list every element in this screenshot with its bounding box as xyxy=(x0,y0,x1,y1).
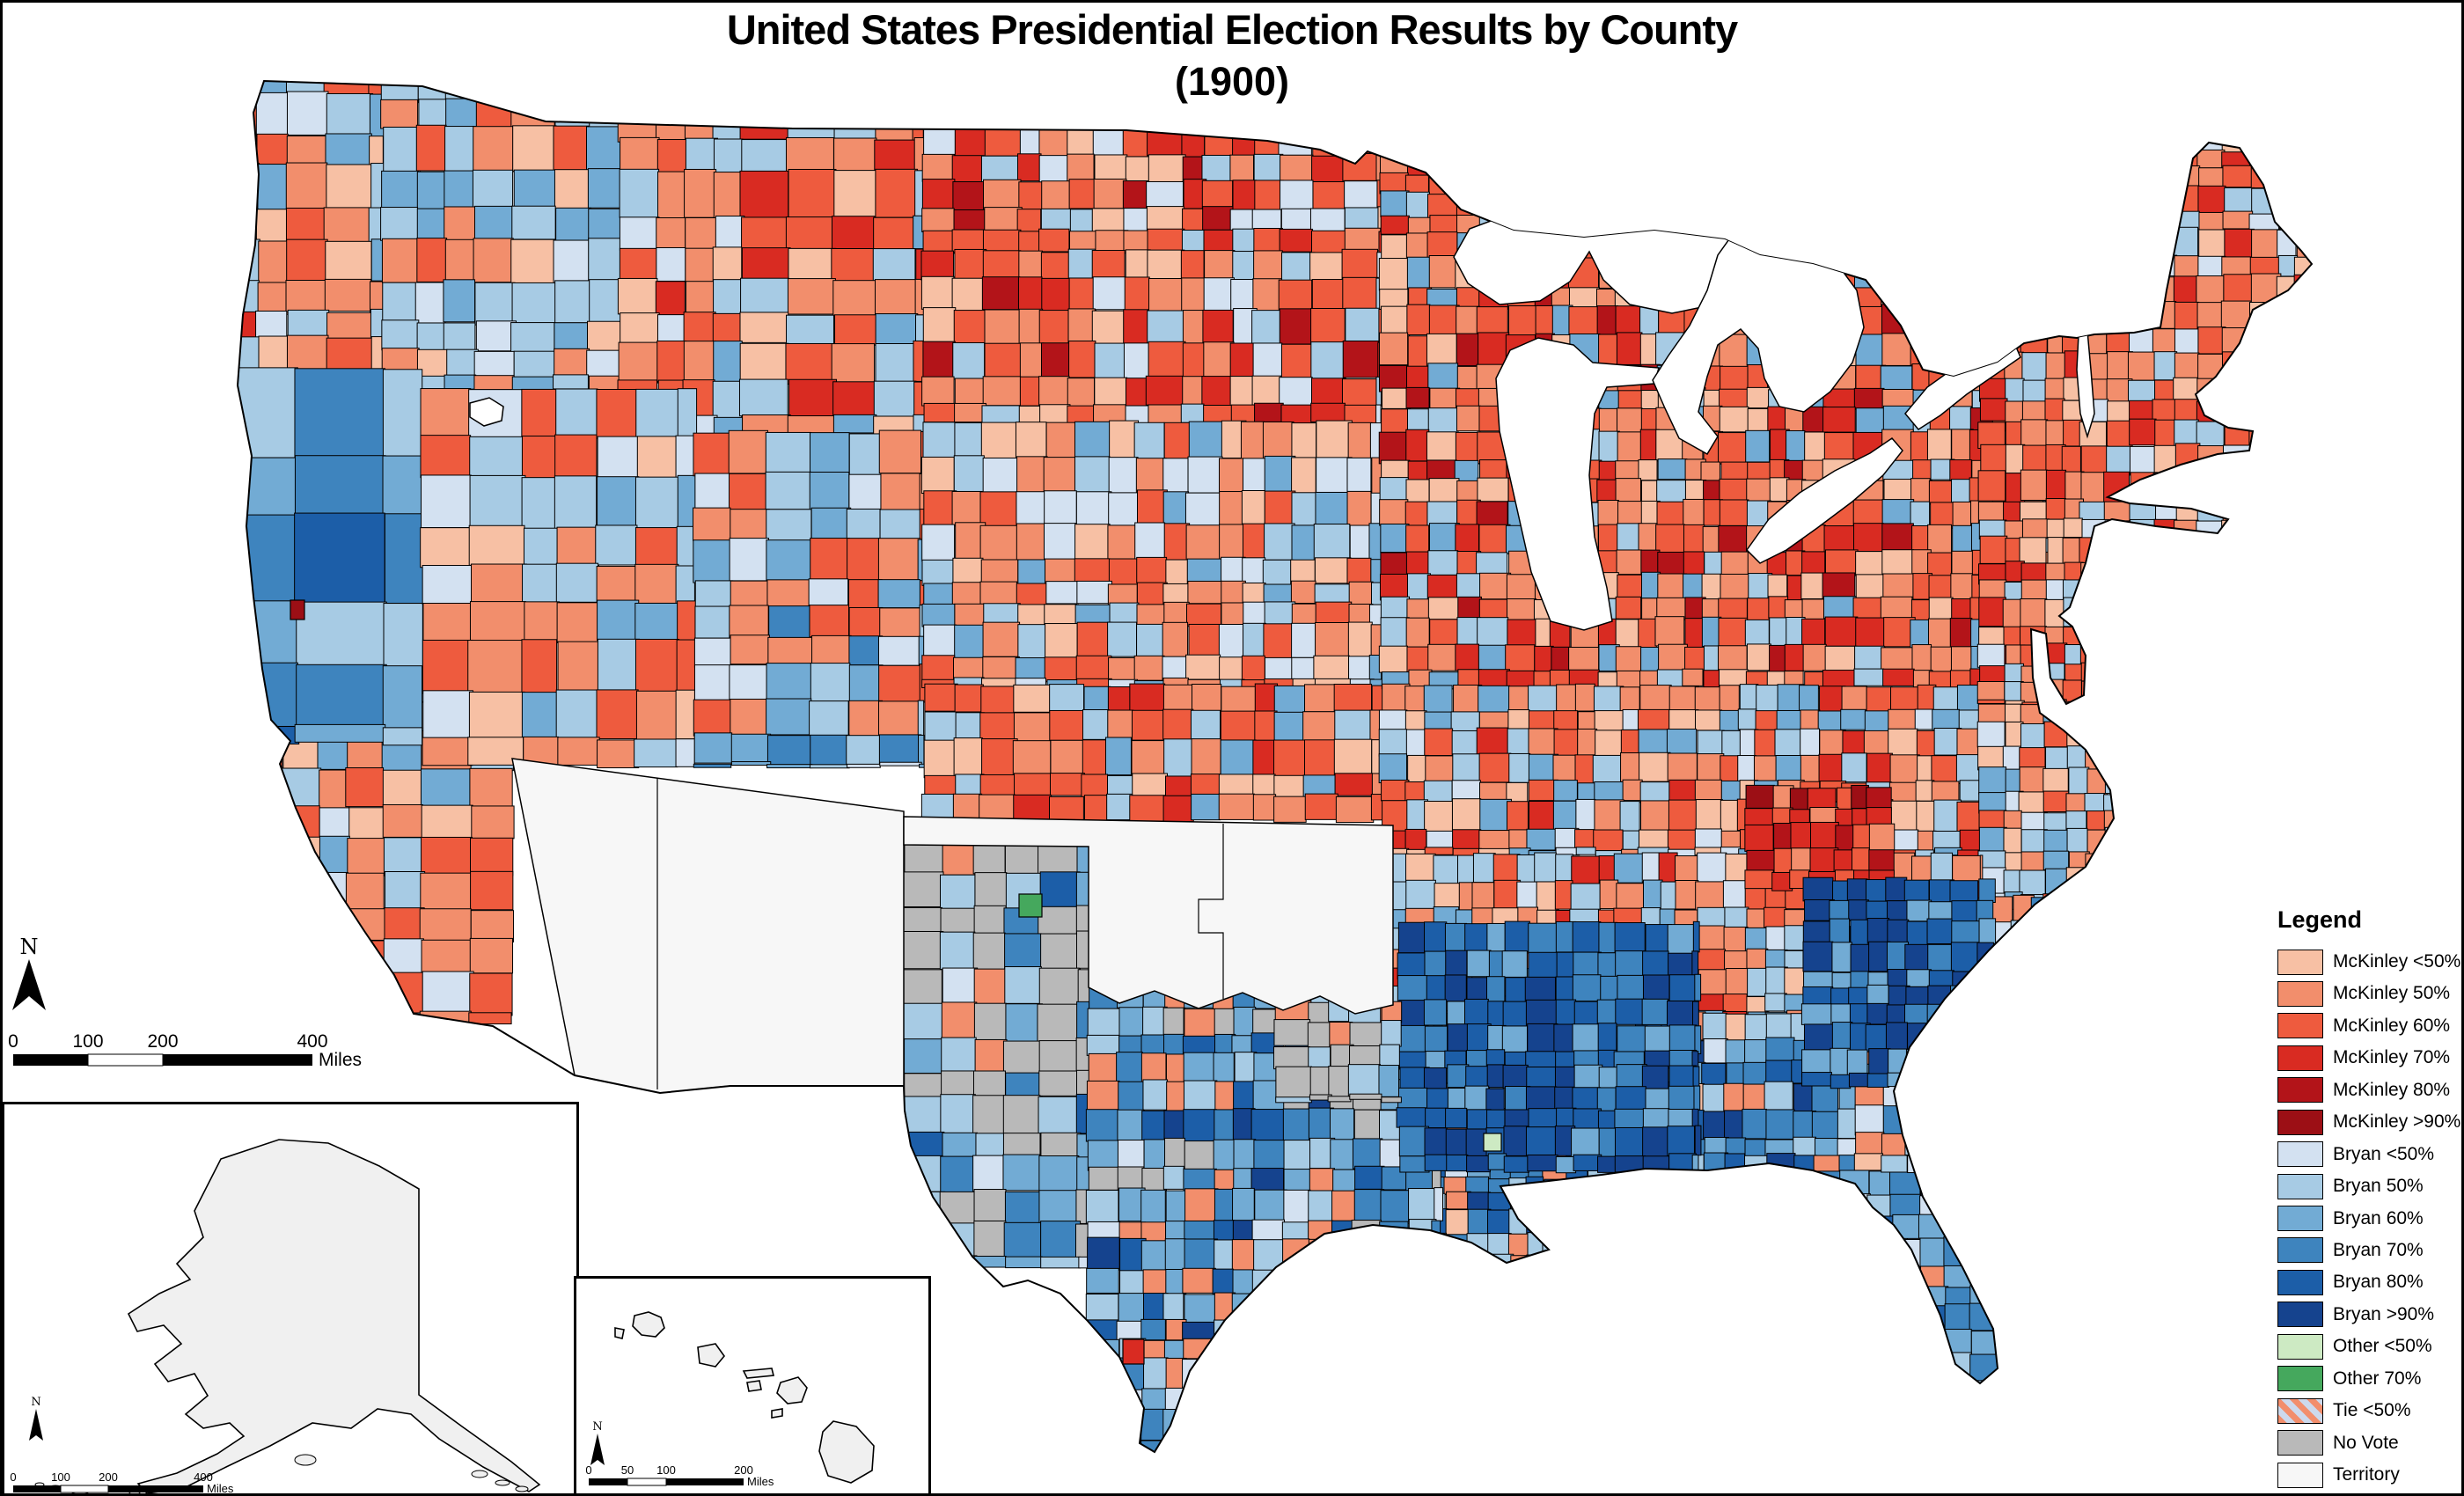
alaska-north-arrow: N xyxy=(29,1396,43,1441)
svg-text:200: 200 xyxy=(147,1031,178,1052)
svg-text:50: 50 xyxy=(621,1463,634,1477)
legend-item: McKinley >90% xyxy=(2277,1106,2460,1138)
legend-item: Bryan 50% xyxy=(2277,1170,2460,1202)
legend-label: McKinley 70% xyxy=(2333,1047,2451,1068)
svg-text:Miles: Miles xyxy=(207,1482,234,1495)
hawaii-island xyxy=(746,1380,762,1392)
svg-text:400: 400 xyxy=(297,1031,327,1052)
svg-text:200: 200 xyxy=(99,1470,118,1484)
legend-label: Bryan 80% xyxy=(2333,1272,2424,1293)
legend-swatch xyxy=(2277,1302,2323,1328)
legend-item: Territory xyxy=(2277,1459,2460,1491)
legend-label: McKinley 60% xyxy=(2333,1015,2451,1036)
legend-label: Tie <50% xyxy=(2333,1400,2411,1421)
hawaii-island xyxy=(614,1327,625,1339)
us-outline xyxy=(236,79,2314,1454)
hawaii-island xyxy=(818,1420,875,1484)
legend-swatch xyxy=(2277,1077,2323,1104)
legend-label: Other <50% xyxy=(2333,1336,2432,1357)
legend-item: McKinley <50% xyxy=(2277,946,2460,978)
svg-text:Miles: Miles xyxy=(319,1050,362,1070)
legend-swatch xyxy=(2277,1237,2323,1264)
legend-label: Other 70% xyxy=(2333,1368,2422,1389)
svg-text:100: 100 xyxy=(656,1463,676,1477)
legend-label: Bryan >90% xyxy=(2333,1303,2434,1324)
legend-item: Bryan >90% xyxy=(2277,1299,2460,1331)
hawaii-island xyxy=(697,1343,726,1368)
special-county xyxy=(1018,893,1043,918)
legend-item: McKinley 60% xyxy=(2277,1010,2460,1042)
legend-label: Bryan <50% xyxy=(2333,1143,2434,1164)
alaska-shape xyxy=(127,1139,541,1494)
legend-label: Bryan 50% xyxy=(2333,1176,2424,1197)
legend-item: Tie <50% xyxy=(2277,1395,2460,1426)
legend-swatch xyxy=(2277,1462,2323,1488)
legend-item: Bryan 70% xyxy=(2277,1235,2460,1266)
legend-label: McKinley >90% xyxy=(2333,1111,2461,1133)
legend-label: Territory xyxy=(2333,1464,2400,1485)
legend-swatch xyxy=(2277,1430,2323,1456)
legend-swatch xyxy=(2277,1173,2323,1199)
svg-text:100: 100 xyxy=(72,1031,103,1052)
svg-text:Miles: Miles xyxy=(747,1475,774,1488)
svg-text:N: N xyxy=(31,1396,40,1409)
legend-item: Bryan 60% xyxy=(2277,1203,2460,1235)
legend-label: McKinley 50% xyxy=(2333,983,2451,1004)
legend-item: Bryan <50% xyxy=(2277,1139,2460,1170)
legend: Legend McKinley <50% McKinley 50% McKinley… xyxy=(2277,906,2460,1491)
legend-swatch xyxy=(2277,1206,2323,1231)
map-title: United States Presidential Election Resu… xyxy=(0,5,2464,105)
legend-swatch xyxy=(2277,1397,2323,1424)
svg-text:0: 0 xyxy=(8,1031,18,1052)
legend-label: Bryan 70% xyxy=(2333,1239,2424,1260)
legend-label: No Vote xyxy=(2333,1432,2399,1453)
legend-swatch xyxy=(2277,1045,2323,1071)
legend-swatch xyxy=(2277,1269,2323,1295)
legend-items: McKinley <50% McKinley 50% McKinley 60% McK… xyxy=(2277,946,2460,1491)
territory-shape xyxy=(903,816,1394,1015)
hawaii-island xyxy=(742,1368,775,1379)
map-title-line2: (1900) xyxy=(1174,59,1290,104)
legend-swatch xyxy=(2277,1141,2323,1168)
special-county xyxy=(1483,1133,1502,1152)
svg-text:N: N xyxy=(592,1420,602,1434)
legend-label: Bryan 60% xyxy=(2333,1207,2424,1228)
svg-text:0: 0 xyxy=(585,1463,591,1477)
legend-item: Bryan 80% xyxy=(2277,1266,2460,1298)
hawaii-north-arrow: N xyxy=(590,1420,605,1465)
svg-text:N: N xyxy=(20,935,39,959)
legend-label: McKinley 80% xyxy=(2333,1079,2451,1100)
legend-label: McKinley <50% xyxy=(2333,951,2461,972)
hawaii-island xyxy=(776,1376,808,1404)
legend-item: Other 70% xyxy=(2277,1363,2460,1395)
svg-text:100: 100 xyxy=(51,1470,70,1484)
hawaii-island xyxy=(632,1311,665,1338)
map-title-line1: United States Presidential Election Resu… xyxy=(726,6,1738,53)
legend-swatch xyxy=(2277,1109,2323,1135)
legend-swatch xyxy=(2277,1013,2323,1039)
legend-title: Legend xyxy=(2277,906,2363,933)
special-county xyxy=(290,599,305,620)
legend-swatch xyxy=(2277,980,2323,1007)
svg-text:0: 0 xyxy=(10,1470,16,1484)
territory-shape xyxy=(511,758,905,1094)
special-county xyxy=(1122,1338,1145,1365)
hawaii-island xyxy=(771,1408,783,1419)
legend-swatch xyxy=(2277,949,2323,975)
legend-item: No Vote xyxy=(2277,1427,2460,1459)
legend-swatch xyxy=(2277,1333,2323,1360)
legend-item: McKinley 50% xyxy=(2277,978,2460,1009)
legend-item: Other <50% xyxy=(2277,1331,2460,1362)
north-arrow: N xyxy=(12,935,46,1010)
legend-item: McKinley 70% xyxy=(2277,1042,2460,1074)
legend-item: McKinley 80% xyxy=(2277,1074,2460,1106)
legend-swatch xyxy=(2277,1366,2323,1392)
